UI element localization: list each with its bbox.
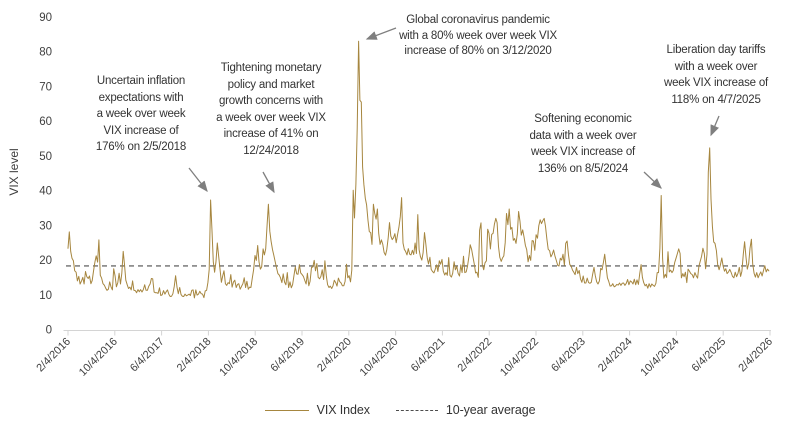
- average-line-swatch: [395, 409, 438, 411]
- y-tick-label: 30: [39, 220, 52, 232]
- annotation-arrow: [262, 171, 275, 194]
- annotation-softening-2024: Softening economic data with a week over…: [529, 113, 637, 175]
- x-tick-label: 2/4/2022: [456, 336, 495, 375]
- x-tick-label: 2/4/2020: [315, 336, 354, 375]
- legend-vix-label: VIX Index: [316, 403, 370, 417]
- vix-line-swatch: [264, 409, 309, 411]
- x-tick-label: 2/4/2018: [175, 336, 214, 375]
- x-tick-label: 2/4/2026: [736, 336, 775, 375]
- y-tick-label: 70: [39, 81, 52, 93]
- x-tick-label: 10/4/2018: [217, 336, 260, 379]
- x-tick-label: 10/4/2016: [77, 336, 120, 379]
- x-tick-label: 6/4/2023: [549, 336, 588, 375]
- y-tick-label: 40: [39, 186, 52, 198]
- vix-index-line: [67, 40, 770, 299]
- annotation-inflation-2018: Uncertain inflation expectations with a …: [95, 75, 187, 153]
- x-tick-label: 10/4/2020: [358, 336, 401, 379]
- annotation-arrow: [188, 167, 208, 193]
- y-tick-label: 10: [39, 290, 52, 302]
- legend-item-vix: VIX Index: [264, 403, 370, 417]
- x-tick-label: 10/4/2022: [498, 336, 541, 379]
- legend-item-average: 10-year average: [395, 403, 536, 417]
- legend-average-label: 10-year average: [445, 403, 536, 417]
- y-tick-label: 0: [46, 325, 52, 337]
- y-tick-label: 90: [39, 12, 52, 24]
- x-tick-label: 6/4/2021: [409, 336, 448, 375]
- x-tick-label: 2/4/2016: [34, 336, 73, 375]
- x-tick-label: 2/4/2024: [596, 336, 635, 375]
- y-tick-label: 50: [39, 151, 52, 163]
- y-axis-title: VIX level: [7, 148, 21, 196]
- annotation-arrow: [710, 115, 720, 137]
- annotation-tariffs-2025: Liberation day tariffs with a week over …: [663, 44, 769, 106]
- annotation-monetary-2018: Tightening monetary policy and market gr…: [216, 62, 326, 157]
- y-tick-label: 80: [39, 47, 52, 59]
- chart-legend: VIX Index 10-year average: [0, 403, 800, 417]
- x-tick-label: 6/4/2025: [690, 336, 729, 375]
- x-tick-label: 6/4/2017: [128, 336, 167, 375]
- y-tick-label: 60: [39, 116, 52, 128]
- x-tick-label: 10/4/2024: [638, 336, 681, 379]
- annotation-coronavirus-2020: Global coronavirus pandemic with a 80% w…: [399, 14, 557, 57]
- x-tick-label: 6/4/2019: [268, 336, 307, 375]
- annotation-arrow: [643, 171, 662, 189]
- annotation-arrow: [365, 27, 397, 40]
- y-tick-label: 20: [39, 255, 52, 267]
